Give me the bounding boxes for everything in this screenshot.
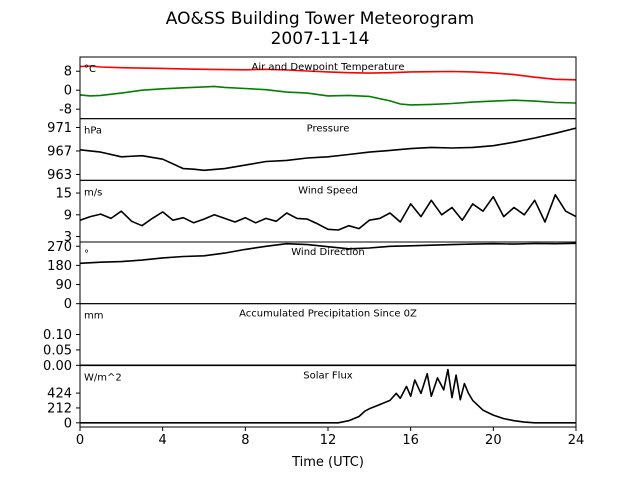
- chart-title: AO&SS Building Tower Meteorogram: [166, 9, 474, 29]
- panel-title-solar: Solar Flux: [303, 370, 353, 381]
- series-line-pressure-0: [79, 127, 577, 172]
- panels-layer: Air and Dewpoint Temperature °C -8 0 8 Pressu…: [43, 56, 577, 431]
- series-line-temp-1: [79, 85, 577, 106]
- y-tick-label-wind-direction-3: 270: [47, 240, 72, 255]
- panel-unit-temp: °C: [84, 64, 96, 75]
- y-tick-label-solar-2: 424: [47, 387, 72, 402]
- y-tick-label-pressure-1: 967: [47, 144, 72, 159]
- panel-wind-speed: Wind Speed m/s 3 9 15: [55, 179, 577, 245]
- panel-title-wind-speed: Wind Speed: [298, 185, 358, 196]
- series-line-solar-0: [80, 368, 576, 424]
- y-tick-label-pressure-0: 963: [47, 168, 72, 183]
- x-tick-label-4: 16: [402, 433, 419, 448]
- panel-title-pressure: Pressure: [307, 124, 350, 135]
- y-tick-label-wind-speed-1: 9: [64, 208, 72, 223]
- y-tick-label-wind-speed-0: 3: [64, 230, 72, 245]
- y-tick-label-temp-0: -8: [59, 103, 72, 118]
- panel-pressure: Pressure hPa 963 967 971: [47, 118, 577, 183]
- x-tick-label-5: 20: [485, 433, 502, 448]
- x-tick-label-1: 4: [159, 433, 167, 448]
- y-tick-label-pressure-2: 971: [47, 121, 72, 136]
- panel-title-wind-direction: Wind Direction: [291, 247, 365, 258]
- y-tick-label-wind-direction-0: 0: [64, 297, 72, 312]
- x-axis: 0 4 8 12 16 20 24: [76, 427, 584, 448]
- panel-unit-wind-speed: m/s: [84, 187, 102, 198]
- y-tick-label-wind-direction-1: 90: [55, 278, 72, 293]
- chart-subtitle: 2007-11-14: [271, 29, 370, 49]
- panel-temp: Air and Dewpoint Temperature °C -8 0 8: [59, 56, 577, 120]
- x-tick-label-0: 0: [76, 433, 84, 448]
- x-tick-label-6: 24: [568, 433, 585, 448]
- x-axis-label: Time (UTC): [291, 455, 364, 470]
- x-tick-label-3: 12: [320, 433, 337, 448]
- panel-unit-precip: mm: [84, 311, 103, 322]
- y-tick-label-wind-direction-2: 180: [47, 259, 72, 274]
- y-tick-label-precip-0: 0.00: [43, 359, 72, 374]
- series-line-wind-speed-0: [79, 194, 577, 231]
- panel-title-temp: Air and Dewpoint Temperature: [252, 62, 405, 73]
- x-tick-label-2: 8: [241, 433, 249, 448]
- panel-title-precip: Accumulated Precipitation Since 0Z: [239, 309, 417, 320]
- panel-unit-wind-direction: °: [84, 249, 89, 260]
- series-line-temp-0: [79, 65, 577, 81]
- y-tick-label-precip-1: 0.05: [43, 343, 72, 358]
- y-tick-label-precip-2: 0.10: [43, 328, 72, 343]
- y-tick-label-temp-2: 8: [64, 65, 72, 80]
- y-tick-label-wind-speed-2: 15: [55, 187, 72, 202]
- panel-wind-direction: Wind Direction ° 0 90 180 270: [47, 240, 577, 312]
- y-tick-label-temp-1: 0: [64, 84, 72, 99]
- panel-unit-solar: W/m^2: [84, 372, 122, 383]
- y-tick-label-solar-0: 0: [64, 416, 72, 431]
- y-tick-label-solar-1: 212: [47, 401, 72, 416]
- panel-unit-pressure: hPa: [84, 126, 102, 137]
- panel-precip: Accumulated Precipitation Since 0Z mm 0.00…: [43, 303, 577, 374]
- series-line-wind-direction-0: [79, 242, 577, 265]
